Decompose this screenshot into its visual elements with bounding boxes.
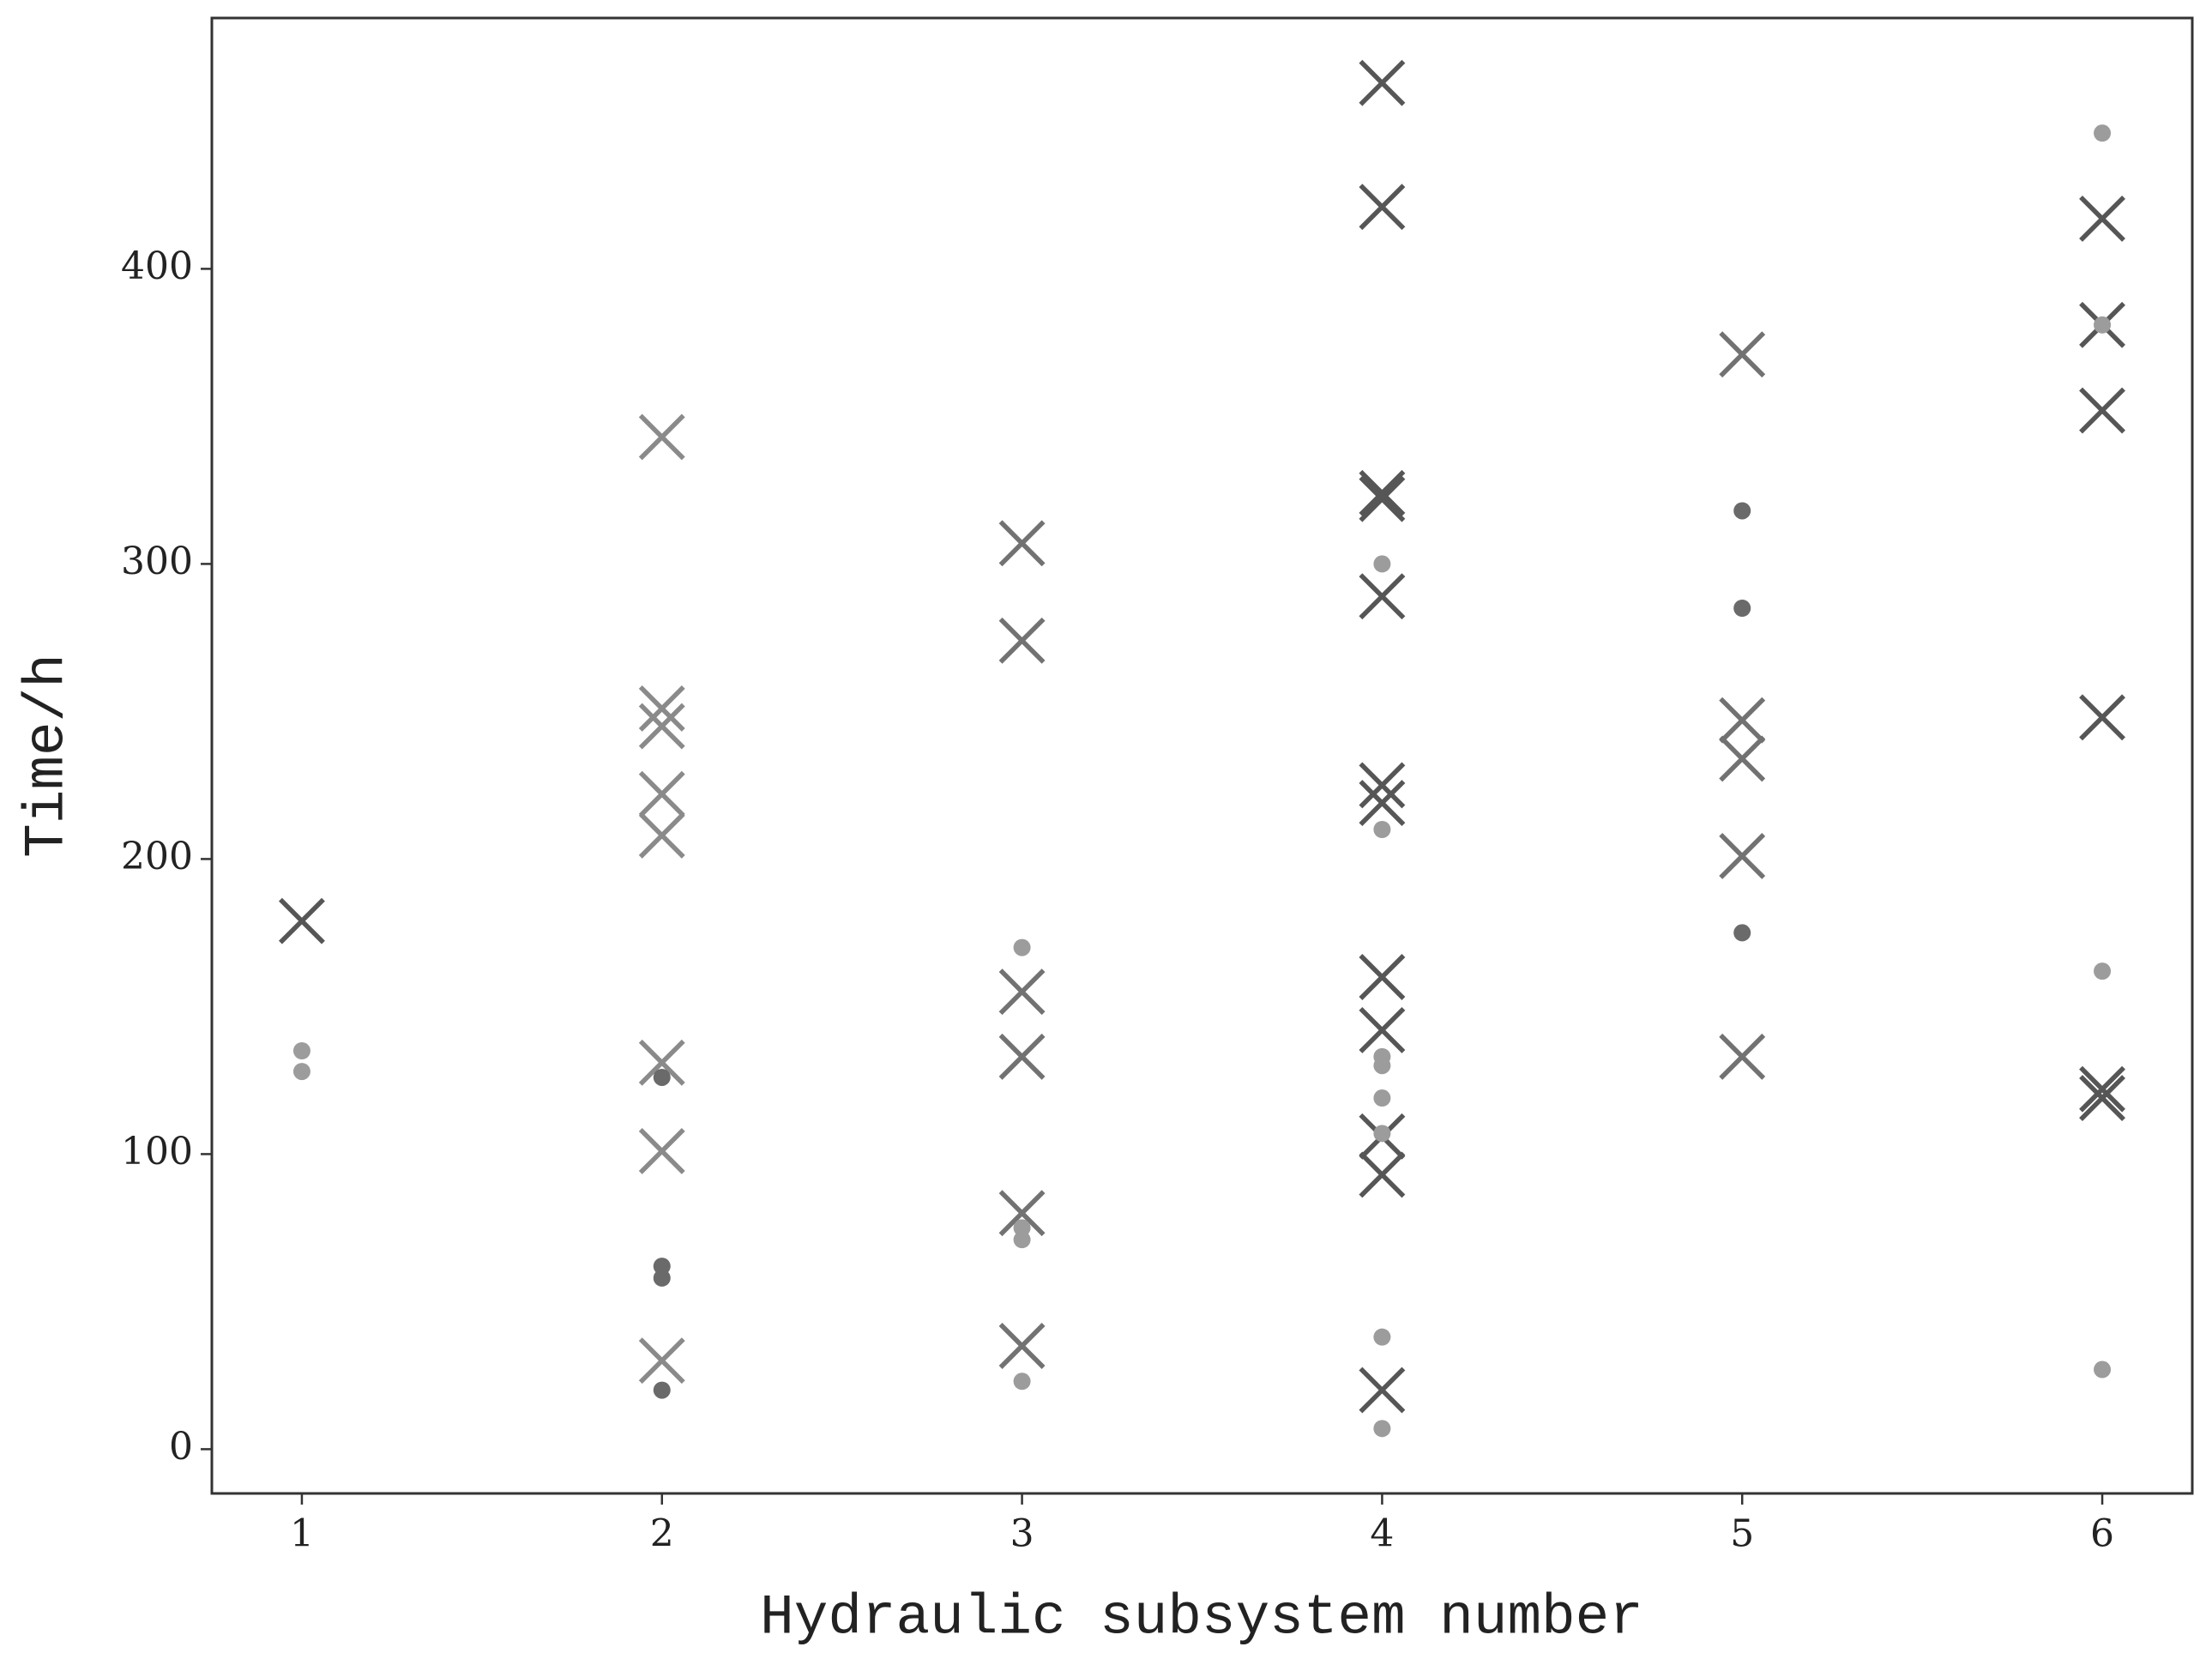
- cross-point: [2079, 387, 2125, 434]
- y-axis-label: Time/h: [15, 654, 79, 858]
- dot-point: [1013, 1231, 1031, 1249]
- cross-point: [2079, 694, 2125, 741]
- dot-point: [292, 1063, 310, 1081]
- cross-point: [1359, 1366, 1406, 1414]
- cross-point: [998, 1033, 1046, 1080]
- cross-point: [1359, 954, 1406, 1000]
- dot-point: [1373, 555, 1391, 573]
- cross-point: [638, 1128, 685, 1174]
- cross-point: [1359, 573, 1406, 620]
- dot-point: [653, 1269, 671, 1287]
- cross-point: [2079, 1075, 2125, 1121]
- x-tick-label: 2: [650, 1512, 674, 1556]
- cross-point: [638, 685, 685, 732]
- dot-point: [2094, 316, 2112, 334]
- cross-point: [1359, 59, 1406, 106]
- x-tick-label: 1: [290, 1512, 314, 1556]
- cross-point: [998, 1190, 1046, 1237]
- cross-point: [1359, 762, 1406, 809]
- dot-point: [2094, 124, 2112, 142]
- y-tick-label: 200: [121, 835, 193, 878]
- cross-point: [2079, 195, 2125, 242]
- cross-point: [998, 520, 1046, 567]
- dot-point: [1013, 1372, 1031, 1391]
- cross-point: [2079, 1065, 2125, 1113]
- dot-point: [292, 1042, 310, 1059]
- x-tick-label: 5: [1730, 1512, 1754, 1556]
- dot-point: [2094, 1360, 2112, 1378]
- cross-point: [1719, 1033, 1766, 1080]
- x-axis-label: Hydraulic subsystem number: [760, 1585, 1643, 1650]
- dot-point: [653, 1381, 671, 1399]
- dot-point: [1373, 821, 1391, 838]
- y-tick-label: 300: [121, 540, 193, 583]
- plot-frame: [210, 16, 2194, 1495]
- dot-point: [1373, 1057, 1391, 1075]
- dot-point: [1013, 1219, 1031, 1237]
- cross-point: [1359, 780, 1406, 826]
- x-tick-label: 4: [1370, 1512, 1394, 1556]
- cross-point: [279, 897, 325, 944]
- cross-point: [638, 413, 685, 461]
- cross-point: [998, 968, 1046, 1016]
- cross-point: [638, 770, 685, 817]
- y-tick-label: 400: [121, 244, 193, 288]
- cross-point: [638, 811, 685, 859]
- cross-point: [1359, 469, 1406, 516]
- dot-point: [1013, 938, 1031, 956]
- cross-point: [1359, 1006, 1406, 1053]
- y-tick-label: 100: [121, 1130, 193, 1173]
- dot-point: [653, 1068, 671, 1086]
- dot-point: [1733, 924, 1751, 942]
- cross-point: [1719, 331, 1766, 378]
- y-tick-label: 0: [169, 1425, 193, 1469]
- dot-point: [1733, 600, 1751, 617]
- dot-point: [1373, 1125, 1391, 1143]
- cross-point: [1359, 184, 1406, 231]
- cross-point: [1359, 475, 1406, 522]
- cross-point: [998, 1323, 1046, 1369]
- cross-point: [1359, 1151, 1406, 1198]
- dot-point: [1373, 1420, 1391, 1438]
- dot-point: [1733, 502, 1751, 520]
- cross-point: [1719, 735, 1766, 782]
- cross-point: [638, 1337, 685, 1384]
- dot-point: [1373, 1328, 1391, 1346]
- cross-point: [638, 703, 685, 750]
- cross-point: [998, 617, 1046, 664]
- cross-point: [1719, 697, 1766, 744]
- dot-point: [1373, 1089, 1391, 1107]
- x-tick-label: 3: [1010, 1512, 1034, 1556]
- cross-point: [1719, 833, 1766, 879]
- dot-point: [2094, 962, 2112, 980]
- dot-point: [653, 1258, 671, 1276]
- x-tick-label: 6: [2090, 1512, 2114, 1556]
- cross-point: [638, 1039, 685, 1086]
